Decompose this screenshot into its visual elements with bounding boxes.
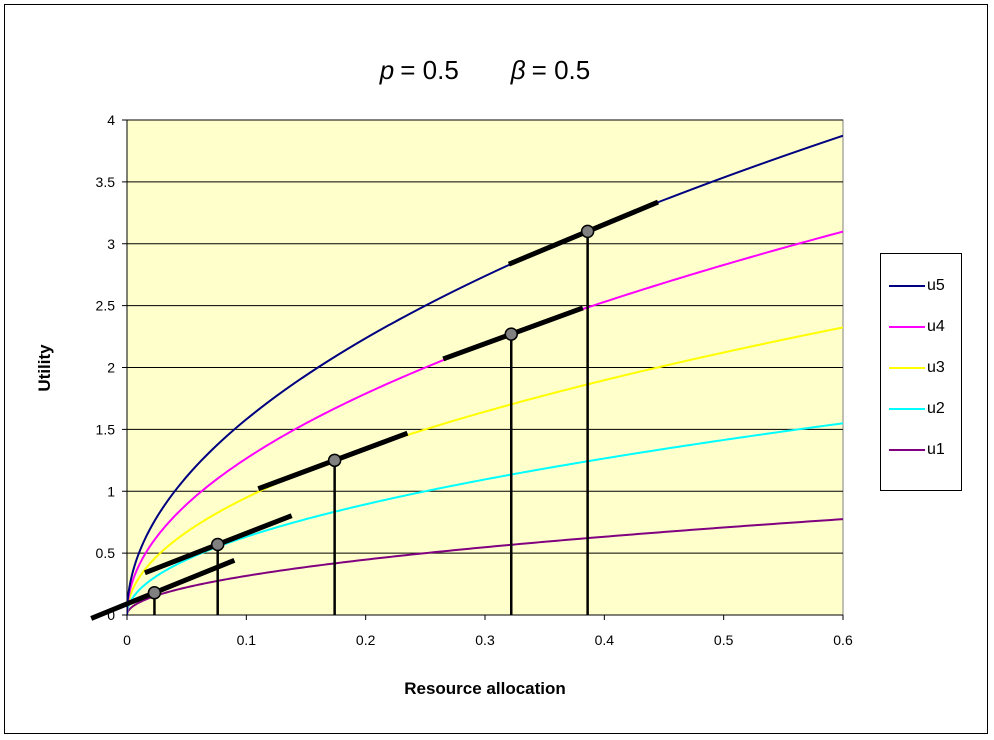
series-line-u2	[127, 422, 843, 615]
legend-swatch	[889, 367, 925, 369]
legend-label: u1	[927, 441, 945, 458]
legend-label: u5	[927, 277, 945, 294]
y-tick-label: 2	[107, 360, 115, 376]
tangent-point-1	[147, 585, 162, 600]
axes: 0 0.5 1 1.5 2 2.5 3 3.5 4 0 0.1 0.2 0.3 0.4 0.5 0.6	[96, 112, 853, 648]
x-tick-label: 0	[123, 632, 131, 648]
series-line-u4	[127, 230, 843, 615]
legend-item-u2: u2	[889, 399, 945, 419]
x-axis-label: Resource allocation	[404, 679, 566, 698]
tangent-markers	[90, 199, 659, 621]
y-axis-label: Utility	[35, 344, 54, 392]
legend: u5 u4 u3 u2 u1	[880, 253, 962, 491]
legend-item-u1: u1	[889, 440, 945, 460]
legend-swatch	[889, 408, 925, 410]
x-tick-label: 0.6	[833, 632, 853, 648]
tangent-point-4	[504, 327, 519, 341]
y-tick-label: 1	[107, 483, 115, 499]
y-tick-label: 4	[107, 112, 115, 128]
legend-label: u4	[927, 318, 945, 335]
legend-item-u4: u4	[889, 317, 945, 337]
legend-swatch	[889, 326, 925, 328]
legend-swatch	[889, 449, 925, 451]
gridlines	[127, 119, 843, 554]
tangent-point-2	[210, 537, 225, 552]
legend-label: u2	[927, 400, 945, 417]
tangent-point-5	[580, 224, 595, 239]
x-tick-label: 0.5	[714, 632, 734, 648]
y-tick-label: 0.5	[96, 545, 116, 561]
series-line-u1	[127, 518, 843, 615]
tangent-line-1	[90, 557, 236, 621]
y-tick-label: 2.5	[96, 298, 116, 314]
x-tick-label: 0.1	[237, 632, 257, 648]
legend-item-u3: u3	[889, 358, 945, 378]
x-tick-label: 0.3	[475, 632, 495, 648]
x-tick-label: 0.2	[356, 632, 376, 648]
x-tick-label: 0.4	[595, 632, 615, 648]
legend-item-u5: u5	[889, 276, 945, 296]
y-tick-label: 1.5	[96, 421, 116, 437]
y-tick-label: 0	[107, 607, 115, 623]
tangent-point-3	[327, 453, 342, 468]
chart-title: p = 0.5 β = 0.5	[379, 55, 590, 85]
y-tick-label: 3.5	[96, 174, 116, 190]
legend-swatch	[889, 285, 925, 287]
legend-label: u3	[927, 359, 945, 376]
y-tick-label: 3	[107, 236, 115, 252]
